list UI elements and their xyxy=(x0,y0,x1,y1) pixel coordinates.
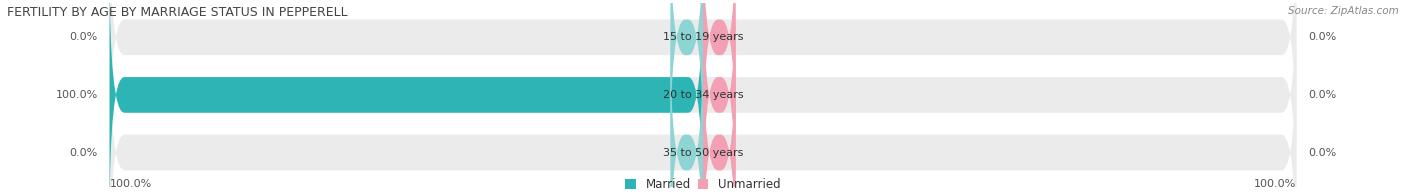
FancyBboxPatch shape xyxy=(110,26,1296,196)
FancyBboxPatch shape xyxy=(671,0,703,163)
Text: 0.0%: 0.0% xyxy=(1308,32,1337,42)
Text: 0.0%: 0.0% xyxy=(1308,148,1337,158)
Text: 0.0%: 0.0% xyxy=(1308,90,1337,100)
Text: 35 to 50 years: 35 to 50 years xyxy=(662,148,744,158)
Text: 0.0%: 0.0% xyxy=(69,148,98,158)
Text: 100.0%: 100.0% xyxy=(110,179,152,189)
Text: 100.0%: 100.0% xyxy=(55,90,98,100)
FancyBboxPatch shape xyxy=(703,0,735,163)
FancyBboxPatch shape xyxy=(671,26,703,196)
Text: 100.0%: 100.0% xyxy=(1254,179,1296,189)
FancyBboxPatch shape xyxy=(703,0,735,196)
Text: Source: ZipAtlas.com: Source: ZipAtlas.com xyxy=(1288,6,1399,16)
Text: 20 to 34 years: 20 to 34 years xyxy=(662,90,744,100)
FancyBboxPatch shape xyxy=(110,0,703,196)
FancyBboxPatch shape xyxy=(703,26,735,196)
Text: 0.0%: 0.0% xyxy=(69,32,98,42)
Text: 15 to 19 years: 15 to 19 years xyxy=(662,32,744,42)
FancyBboxPatch shape xyxy=(110,0,1296,163)
Legend: Married, Unmarried: Married, Unmarried xyxy=(620,173,786,196)
FancyBboxPatch shape xyxy=(110,0,1296,196)
Text: FERTILITY BY AGE BY MARRIAGE STATUS IN PEPPERELL: FERTILITY BY AGE BY MARRIAGE STATUS IN P… xyxy=(7,6,347,19)
